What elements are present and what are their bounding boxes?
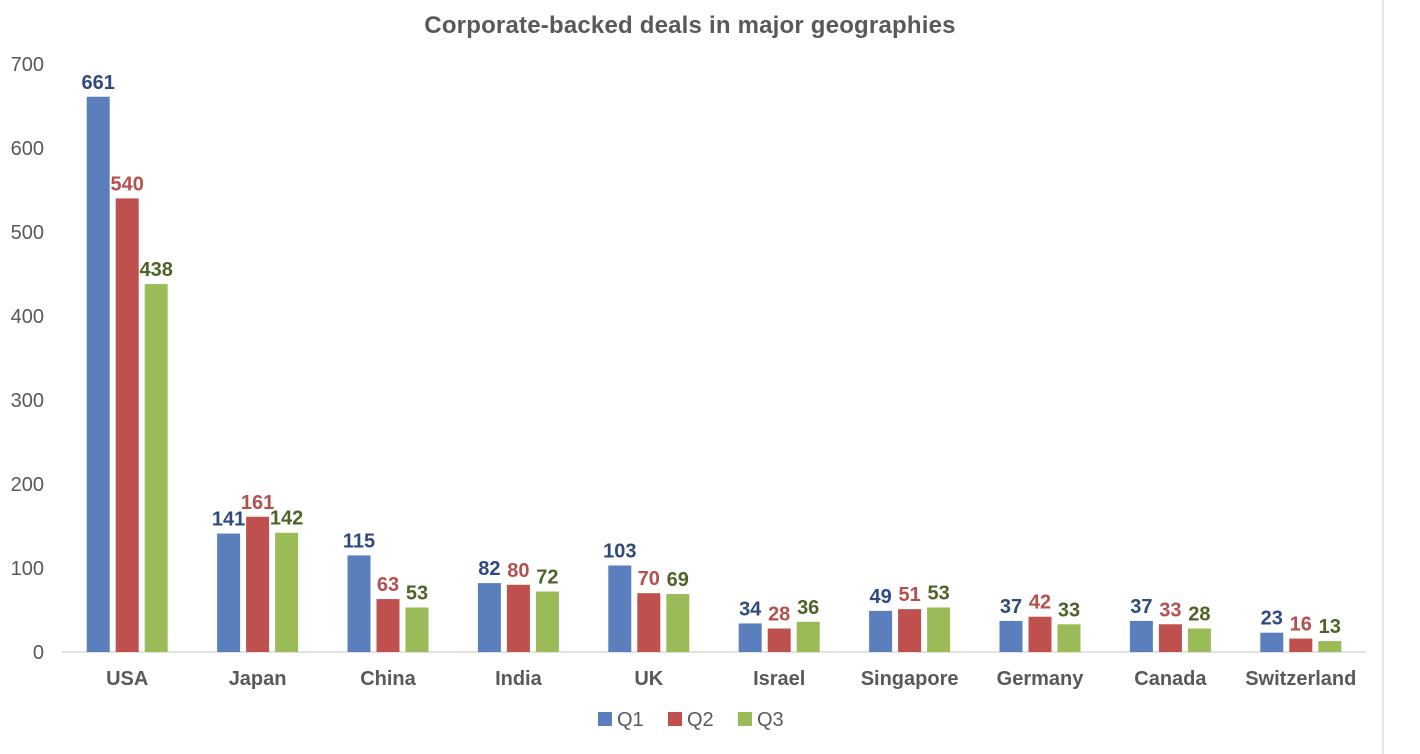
bar-q2 bbox=[1028, 616, 1052, 652]
data-label-q2: 42 bbox=[1029, 592, 1051, 614]
bar-q1 bbox=[869, 610, 893, 652]
bar-q2 bbox=[637, 593, 661, 652]
category-label: USA bbox=[106, 668, 148, 690]
category-label: Switzerland bbox=[1245, 668, 1356, 690]
category-label: Japan bbox=[229, 668, 287, 690]
bar-q1 bbox=[1260, 632, 1284, 652]
bar-q3 bbox=[535, 591, 559, 652]
bar-q3 bbox=[666, 594, 690, 652]
data-label-q3: 13 bbox=[1319, 616, 1341, 638]
bar-q2 bbox=[1289, 638, 1313, 652]
bar-q2 bbox=[115, 198, 139, 652]
data-label-q2: 540 bbox=[111, 173, 144, 195]
legend-swatch-q3 bbox=[738, 712, 752, 726]
bar-q3 bbox=[144, 284, 168, 652]
y-tick-label: 100 bbox=[11, 558, 44, 580]
data-label-q1: 49 bbox=[869, 586, 891, 608]
bar-q1 bbox=[86, 96, 110, 652]
data-label-q2: 33 bbox=[1159, 599, 1181, 621]
frame-edge bbox=[1382, 0, 1384, 754]
data-label-q2: 80 bbox=[507, 560, 529, 582]
bar-q3 bbox=[405, 607, 429, 652]
data-label-q3: 28 bbox=[1188, 603, 1210, 625]
legend-swatch-q1 bbox=[598, 712, 612, 726]
bar-q3 bbox=[927, 607, 951, 652]
category-label: UK bbox=[634, 668, 663, 690]
bar-q3 bbox=[796, 621, 820, 652]
bar-q1 bbox=[608, 565, 632, 652]
data-label-q1: 115 bbox=[343, 530, 375, 552]
bar-q2 bbox=[246, 516, 270, 652]
y-tick-label: 300 bbox=[11, 390, 44, 412]
data-label-q1: 103 bbox=[603, 540, 636, 562]
data-label-q3: 36 bbox=[797, 597, 819, 619]
legend-swatch-q2 bbox=[668, 712, 682, 726]
bar-q3 bbox=[275, 532, 299, 652]
bar-q1 bbox=[347, 555, 371, 652]
data-label-q1: 661 bbox=[82, 72, 115, 94]
bar-q3 bbox=[1187, 628, 1211, 652]
y-tick-label: 600 bbox=[11, 138, 44, 160]
legend-label-q1: Q1 bbox=[617, 709, 644, 731]
bar-q2 bbox=[1158, 624, 1182, 652]
category-label: India bbox=[495, 668, 543, 690]
data-label-q1: 141 bbox=[212, 509, 245, 531]
data-label-q3: 69 bbox=[667, 569, 689, 591]
category-label: Israel bbox=[753, 668, 805, 690]
data-label-q2: 161 bbox=[241, 492, 274, 514]
y-tick-label: 700 bbox=[11, 54, 44, 76]
data-label-q1: 82 bbox=[478, 558, 500, 580]
y-tick-label: 0 bbox=[33, 642, 44, 664]
bar-q1 bbox=[738, 623, 762, 652]
category-label: Singapore bbox=[861, 668, 959, 690]
data-label-q1: 37 bbox=[1130, 596, 1152, 618]
y-tick-label: 400 bbox=[11, 306, 44, 328]
bar-q1 bbox=[999, 620, 1023, 652]
data-label-q1: 37 bbox=[1000, 596, 1022, 618]
bar-q3 bbox=[1318, 641, 1342, 652]
data-label-q3: 142 bbox=[270, 508, 303, 530]
data-label-q2: 28 bbox=[768, 603, 790, 625]
legend-label-q3: Q3 bbox=[757, 709, 784, 731]
data-label-q2: 63 bbox=[377, 574, 399, 596]
data-label-q1: 34 bbox=[739, 598, 762, 620]
data-label-q3: 72 bbox=[536, 567, 558, 589]
bar-q2 bbox=[506, 584, 530, 652]
category-label: Canada bbox=[1134, 668, 1207, 690]
category-label: China bbox=[360, 668, 416, 690]
y-tick-label: 500 bbox=[11, 222, 44, 244]
bar-q1 bbox=[1129, 620, 1153, 652]
data-label-q2: 51 bbox=[898, 584, 920, 606]
category-label: Germany bbox=[997, 668, 1085, 690]
y-tick-label: 200 bbox=[11, 474, 44, 496]
bar-q2 bbox=[898, 609, 922, 652]
data-label-q3: 33 bbox=[1058, 599, 1080, 621]
chart-title: Corporate-backed deals in major geograph… bbox=[424, 12, 956, 39]
data-label-q1: 23 bbox=[1261, 608, 1283, 630]
data-label-q3: 438 bbox=[140, 259, 173, 281]
data-label-q2: 70 bbox=[638, 568, 660, 590]
data-label-q3: 53 bbox=[406, 582, 428, 604]
bar-q2 bbox=[767, 628, 791, 652]
legend-label-q2: Q2 bbox=[687, 709, 714, 731]
data-label-q3: 53 bbox=[927, 582, 949, 604]
bar-q1 bbox=[477, 583, 501, 652]
bar-q2 bbox=[376, 599, 400, 652]
bar-q3 bbox=[1057, 624, 1081, 652]
data-label-q2: 16 bbox=[1290, 614, 1312, 636]
bar-q1 bbox=[217, 533, 241, 652]
